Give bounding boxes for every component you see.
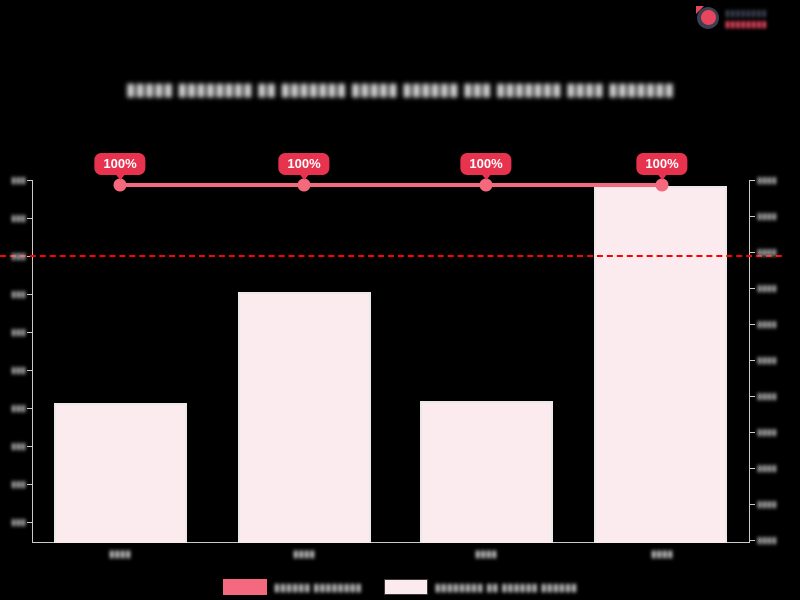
y-axis-left-label: ▮▮▮ xyxy=(11,327,26,337)
brand-logo-line2: ▮▮▮▮▮▮▮▮ xyxy=(725,18,768,29)
line-marker-3[interactable] xyxy=(479,178,493,192)
y-tick-left xyxy=(27,332,32,333)
y-tick-right xyxy=(750,288,755,289)
y-axis-right-label: ▮▮▮▮ xyxy=(757,211,777,221)
y-tick-right xyxy=(750,504,755,505)
performance-line xyxy=(118,183,665,187)
line-swatch-icon xyxy=(222,579,267,595)
y-tick-right xyxy=(750,180,755,181)
y-tick-left xyxy=(27,484,32,485)
line-marker-4[interactable] xyxy=(655,178,669,192)
page-title: ▮▮▮▮▮ ▮▮▮▮▮▮▮▮ ▮▮ ▮▮▮▮▮▮▮ ▮▮▮▮▮ ▮▮▮▮▮▮ ▮… xyxy=(126,80,674,99)
y-tick-right xyxy=(750,252,755,253)
legend-item-bar[interactable]: ▮▮▮▮▮▮▮▮ ▮▮ ▮▮▮▮▮▮ ▮▮▮▮▮▮ xyxy=(383,579,578,595)
y-tick-right xyxy=(750,396,755,397)
y-tick-left xyxy=(27,180,32,181)
y-axis-right-label: ▮▮▮▮ xyxy=(757,427,777,437)
y-axis-left-label: ▮▮▮ xyxy=(11,479,26,489)
y-axis-left xyxy=(32,180,33,543)
y-tick-right xyxy=(750,468,755,469)
legend-label-bar: ▮▮▮▮▮▮▮▮ ▮▮ ▮▮▮▮▮▮ ▮▮▮▮▮▮ xyxy=(434,581,578,594)
x-axis-label-3: ▮▮▮▮ xyxy=(474,549,498,560)
y-axis-right-label: ▮▮▮▮ xyxy=(757,283,777,293)
bar-category-1[interactable] xyxy=(54,403,187,543)
y-tick-right xyxy=(750,540,755,541)
y-axis-right-label: ▮▮▮▮ xyxy=(757,535,777,545)
brand-logo[interactable]: ▮▮▮▮▮▮▮▮ ▮▮▮▮▮▮▮▮ xyxy=(695,3,795,33)
y-axis-left-label: ▮▮▮ xyxy=(11,403,26,413)
bar-category-3[interactable] xyxy=(420,401,553,543)
line-marker-1[interactable] xyxy=(113,178,127,192)
y-axis-left-label: ▮▮▮ xyxy=(11,365,26,375)
y-axis-right-label: ▮▮▮▮ xyxy=(757,391,777,401)
target-reference-line xyxy=(0,255,782,257)
x-axis-label-1: ▮▮▮▮ xyxy=(108,549,132,560)
y-tick-left xyxy=(27,446,32,447)
x-axis xyxy=(32,542,750,543)
y-axis-right-label: ▮▮▮▮ xyxy=(757,247,777,257)
brand-logo-line1: ▮▮▮▮▮▮▮▮ xyxy=(725,7,768,18)
y-tick-right xyxy=(750,324,755,325)
bar-swatch-icon xyxy=(383,579,428,595)
y-axis-right xyxy=(749,180,750,543)
y-tick-left xyxy=(27,370,32,371)
chart-legend: ▮▮▮▮▮▮ ▮▮▮▮▮▮▮▮ ▮▮▮▮▮▮▮▮ ▮▮ ▮▮▮▮▮▮ ▮▮▮▮▮… xyxy=(0,579,800,595)
y-tick-left xyxy=(27,522,32,523)
y-axis-left-label: ▮▮▮ xyxy=(11,251,26,261)
legend-item-line[interactable]: ▮▮▮▮▮▮ ▮▮▮▮▮▮▮▮ xyxy=(222,579,362,595)
brand-logo-text: ▮▮▮▮▮▮▮▮ ▮▮▮▮▮▮▮▮ xyxy=(725,8,767,29)
plot-area xyxy=(0,178,782,543)
y-tick-right xyxy=(750,216,755,217)
x-axis-label-4: ▮▮▮▮ xyxy=(650,549,674,560)
brand-mark-icon xyxy=(695,5,721,31)
y-tick-left xyxy=(27,294,32,295)
y-axis-right-label: ▮▮▮▮ xyxy=(757,319,777,329)
y-tick-right xyxy=(750,432,755,433)
line-marker-2[interactable] xyxy=(297,178,311,192)
y-axis-left-label: ▮▮▮ xyxy=(11,517,26,527)
bar-category-4[interactable] xyxy=(594,186,727,543)
y-axis-right-label: ▮▮▮▮ xyxy=(757,355,777,365)
legend-label-line: ▮▮▮▮▮▮ ▮▮▮▮▮▮▮▮ xyxy=(273,581,362,594)
y-axis-right-label: ▮▮▮▮ xyxy=(757,499,777,509)
data-label-4: 100% xyxy=(636,153,688,180)
y-tick-left xyxy=(27,408,32,409)
data-label-1: 100% xyxy=(94,153,146,180)
bar-category-2[interactable] xyxy=(238,292,371,543)
x-axis-label-2: ▮▮▮▮ xyxy=(292,549,316,560)
y-axis-left-label: ▮▮▮ xyxy=(11,213,26,223)
y-tick-left xyxy=(27,218,32,219)
y-axis-left-label: ▮▮▮ xyxy=(11,175,26,185)
y-axis-left-label: ▮▮▮ xyxy=(11,441,26,451)
y-tick-right xyxy=(750,360,755,361)
y-axis-left-label: ▮▮▮ xyxy=(11,289,26,299)
y-axis-right-label: ▮▮▮▮ xyxy=(757,175,777,185)
data-label-3: 100% xyxy=(460,153,512,180)
y-axis-right-label: ▮▮▮▮ xyxy=(757,463,777,473)
data-label-2: 100% xyxy=(278,153,330,180)
